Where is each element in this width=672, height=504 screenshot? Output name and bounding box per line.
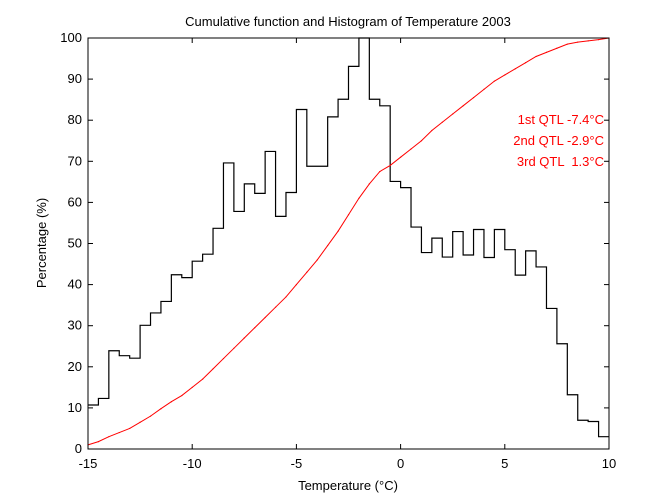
annotation-q3: 3rd QTL 1.3°C	[517, 154, 604, 169]
y-tick-label: 0	[75, 441, 82, 456]
cumulative-point	[410, 148, 412, 150]
cumulative-point	[222, 357, 225, 360]
cumulative-point	[462, 105, 464, 107]
x-tick-label: -15	[79, 456, 98, 471]
cumulative-point	[379, 170, 381, 173]
cumulative-point	[420, 140, 423, 142]
x-axis-label: Temperature (°C)	[298, 478, 398, 493]
x-axis: -15 -10 -5 0 5 10	[79, 38, 616, 471]
cumulative-point	[108, 436, 110, 438]
annotation-q1: 1st QTL -7.4°C	[518, 112, 604, 127]
cumulative-point	[118, 431, 120, 434]
y-tick-label: 80	[68, 112, 82, 127]
axes-box	[87, 37, 610, 450]
y-tick-label: 20	[68, 359, 82, 374]
cumulative-point	[285, 296, 287, 298]
cumulative-point	[316, 259, 318, 261]
cumulative-point	[202, 378, 204, 380]
histogram-series	[88, 37, 609, 438]
cumulative-point	[597, 39, 600, 41]
x-tick-label: -5	[291, 456, 303, 471]
plot-background	[88, 38, 609, 449]
cumulative-point	[233, 347, 235, 349]
x-tick-label: -10	[183, 456, 202, 471]
cumulative-point	[514, 68, 516, 70]
y-tick-label: 70	[68, 153, 82, 168]
cumulative-point	[243, 337, 245, 339]
annotation-q2: 2nd QTL -2.9°C	[513, 133, 604, 148]
cumulative-point	[337, 230, 339, 232]
cumulative-point	[525, 62, 527, 64]
cumulative-point	[587, 40, 589, 42]
cumulative-point	[545, 51, 548, 53]
cumulative-point	[431, 129, 433, 132]
y-tick-label: 10	[68, 400, 82, 415]
chart-title: Cumulative function and Histogram of Tem…	[185, 14, 511, 29]
cumulative-point	[295, 284, 297, 286]
cumulative-point	[472, 96, 475, 99]
x-tick-label: 0	[397, 456, 404, 471]
cumulative-point	[327, 244, 329, 247]
y-tick-label: 30	[68, 318, 82, 333]
y-tick-label: 40	[68, 277, 82, 292]
y-axis-label: Percentage (%)	[34, 198, 49, 288]
cumulative-point	[389, 164, 391, 167]
cumulative-point	[160, 408, 162, 410]
cumulative-point	[254, 327, 256, 329]
y-tick-label: 50	[68, 236, 82, 251]
cumulative-point	[441, 121, 443, 123]
y-tick-label: 100	[60, 30, 82, 45]
y-tick-label: 90	[68, 71, 82, 86]
x-tick-label: 5	[501, 456, 508, 471]
cumulative-point	[452, 113, 454, 115]
cumulative-point	[483, 88, 485, 90]
cumulative-point	[212, 368, 214, 370]
cumulative-point	[577, 41, 579, 43]
cumulative-point	[368, 183, 370, 185]
y-tick-label: 60	[68, 194, 82, 209]
cumulative-point	[181, 394, 183, 397]
cumulative-point	[191, 386, 193, 388]
cumulative-point	[97, 441, 100, 443]
cumulative-point	[566, 43, 568, 45]
cumulative-point	[129, 427, 131, 430]
cumulative-point	[139, 421, 141, 423]
cumulative-point	[347, 214, 350, 216]
cumulative-point	[535, 55, 537, 58]
x-tick-label: 10	[602, 456, 616, 471]
cumulative-point	[170, 401, 172, 403]
cumulative-point	[149, 415, 152, 417]
cumulative-point	[493, 80, 495, 82]
cumulative-point	[400, 156, 402, 158]
cumulative-point	[556, 47, 558, 49]
cumulative-point	[358, 197, 360, 199]
cumulative-point	[504, 74, 506, 76]
cumulative-point	[274, 306, 277, 308]
cumulative-point	[306, 271, 308, 273]
cumulative-point	[264, 316, 266, 319]
